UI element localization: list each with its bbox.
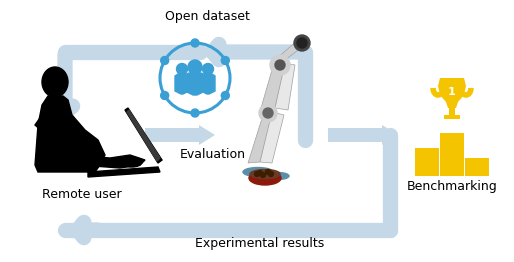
Circle shape: [176, 63, 188, 74]
Ellipse shape: [249, 171, 281, 185]
Ellipse shape: [243, 167, 273, 177]
Circle shape: [254, 172, 260, 177]
Polygon shape: [260, 112, 284, 163]
Circle shape: [270, 55, 290, 75]
Circle shape: [297, 38, 307, 48]
Polygon shape: [88, 167, 160, 177]
Polygon shape: [127, 110, 160, 161]
Circle shape: [263, 108, 273, 118]
FancyBboxPatch shape: [465, 158, 489, 176]
Circle shape: [261, 172, 266, 177]
Circle shape: [222, 57, 229, 64]
Polygon shape: [35, 115, 145, 168]
Polygon shape: [145, 125, 215, 145]
Circle shape: [203, 63, 213, 74]
Circle shape: [266, 170, 270, 174]
Polygon shape: [185, 73, 205, 95]
Text: Experimental results: Experimental results: [195, 237, 325, 250]
Text: Benchmarking: Benchmarking: [407, 180, 498, 193]
Polygon shape: [175, 74, 189, 94]
Circle shape: [191, 39, 199, 47]
Circle shape: [259, 104, 277, 122]
Circle shape: [191, 109, 199, 117]
Ellipse shape: [250, 170, 280, 178]
Ellipse shape: [42, 67, 68, 97]
Text: Remote user: Remote user: [42, 188, 122, 201]
Ellipse shape: [122, 157, 142, 167]
Polygon shape: [35, 96, 105, 172]
FancyBboxPatch shape: [440, 133, 464, 176]
Polygon shape: [275, 40, 305, 60]
Circle shape: [188, 60, 202, 74]
Polygon shape: [248, 112, 272, 163]
Polygon shape: [275, 63, 295, 110]
Circle shape: [275, 60, 285, 70]
Text: Open dataset: Open dataset: [164, 10, 249, 23]
Circle shape: [258, 171, 263, 176]
Circle shape: [294, 35, 310, 51]
Polygon shape: [201, 74, 215, 94]
Polygon shape: [449, 108, 455, 115]
Polygon shape: [125, 108, 162, 163]
FancyBboxPatch shape: [415, 148, 439, 176]
Ellipse shape: [267, 172, 289, 179]
Circle shape: [161, 91, 169, 100]
Text: Evaluation: Evaluation: [180, 148, 246, 161]
Circle shape: [268, 172, 273, 177]
Polygon shape: [328, 125, 398, 145]
Text: 1: 1: [448, 87, 456, 97]
Polygon shape: [444, 115, 460, 119]
Polygon shape: [261, 63, 285, 108]
Circle shape: [161, 57, 169, 64]
Circle shape: [222, 91, 229, 100]
Polygon shape: [438, 78, 466, 108]
